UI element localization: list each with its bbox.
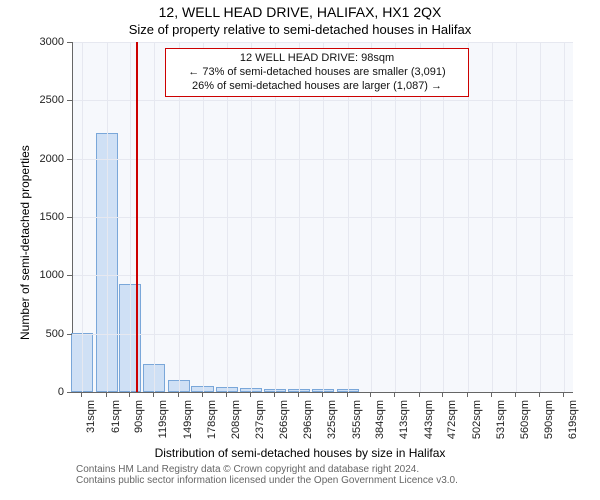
annotation-line-2: ← 73% of semi-detached houses are smalle…: [172, 66, 462, 80]
xtick-label: 384sqm: [374, 400, 386, 439]
ytick-mark: [67, 42, 72, 43]
ytick-mark: [67, 159, 72, 160]
xtick-label: 61sqm: [110, 400, 122, 433]
footer-line-2: Contains public sector information licen…: [76, 475, 458, 486]
plot-area: 12 WELL HEAD DRIVE: 98sqm ← 73% of semi-…: [72, 42, 573, 393]
xtick-mark: [515, 392, 516, 397]
annotation-box: 12 WELL HEAD DRIVE: 98sqm ← 73% of semi-…: [165, 48, 469, 97]
ytick-label: 0: [32, 386, 64, 398]
xtick-label: 502sqm: [471, 400, 483, 439]
ytick-label: 2500: [32, 94, 64, 106]
xtick-mark: [153, 392, 154, 397]
xtick-mark: [347, 392, 348, 397]
xtick-mark: [178, 392, 179, 397]
gridline-v: [154, 42, 155, 392]
gridline-v: [516, 42, 517, 392]
gridline-v: [82, 42, 83, 392]
xtick-label: 90sqm: [133, 400, 145, 433]
annotation-line-1: 12 WELL HEAD DRIVE: 98sqm: [172, 52, 462, 66]
xtick-mark: [539, 392, 540, 397]
xtick-mark: [370, 392, 371, 397]
ytick-label: 2000: [32, 153, 64, 165]
footer-line-1: Contains HM Land Registry data © Crown c…: [76, 464, 458, 475]
xtick-label: 355sqm: [351, 400, 363, 439]
xtick-label: 472sqm: [446, 400, 458, 439]
gridline-v: [492, 42, 493, 392]
xtick-label: 296sqm: [302, 400, 314, 439]
xtick-mark: [563, 392, 564, 397]
xtick-label: 266sqm: [278, 400, 290, 439]
gridline-v: [564, 42, 565, 392]
xtick-mark: [81, 392, 82, 397]
footer: Contains HM Land Registry data © Crown c…: [76, 464, 458, 486]
reference-line: [136, 42, 138, 392]
xtick-mark: [442, 392, 443, 397]
xtick-label: 325sqm: [326, 400, 338, 439]
xtick-mark: [467, 392, 468, 397]
gridline-v: [540, 42, 541, 392]
ytick-label: 500: [32, 328, 64, 340]
chart-root: 12, WELL HEAD DRIVE, HALIFAX, HX1 2QX Si…: [0, 0, 600, 500]
xtick-label: 31sqm: [85, 400, 97, 433]
ytick-label: 1500: [32, 211, 64, 223]
chart-title: 12, WELL HEAD DRIVE, HALIFAX, HX1 2QX: [0, 4, 600, 20]
xtick-mark: [491, 392, 492, 397]
ytick-mark: [67, 217, 72, 218]
gridline-v: [107, 42, 108, 392]
gridline-v: [130, 42, 131, 392]
ytick-mark: [67, 275, 72, 276]
annotation-line-3: 26% of semi-detached houses are larger (…: [172, 80, 462, 94]
y-axis-label: Number of semi-detached properties: [18, 145, 32, 340]
ytick-mark: [67, 100, 72, 101]
xtick-label: 560sqm: [519, 400, 531, 439]
ytick-label: 3000: [32, 36, 64, 48]
xtick-label: 531sqm: [495, 400, 507, 439]
xtick-mark: [298, 392, 299, 397]
xtick-mark: [202, 392, 203, 397]
xtick-label: 178sqm: [206, 400, 218, 439]
xtick-label: 619sqm: [567, 400, 579, 439]
xtick-mark: [250, 392, 251, 397]
xtick-label: 149sqm: [182, 400, 194, 439]
xtick-mark: [394, 392, 395, 397]
xtick-label: 119sqm: [157, 400, 169, 438]
xtick-label: 413sqm: [398, 400, 410, 439]
xtick-label: 237sqm: [254, 400, 266, 439]
chart-subtitle: Size of property relative to semi-detach…: [0, 22, 600, 37]
xtick-mark: [129, 392, 130, 397]
xtick-mark: [322, 392, 323, 397]
xtick-label: 208sqm: [230, 400, 242, 439]
xtick-label: 590sqm: [543, 400, 555, 439]
ytick-mark: [67, 392, 72, 393]
x-axis-label: Distribution of semi-detached houses by …: [0, 446, 600, 460]
xtick-mark: [274, 392, 275, 397]
xtick-label: 443sqm: [423, 400, 435, 439]
xtick-mark: [226, 392, 227, 397]
ytick-mark: [67, 334, 72, 335]
ytick-label: 1000: [32, 269, 64, 281]
xtick-mark: [106, 392, 107, 397]
xtick-mark: [419, 392, 420, 397]
